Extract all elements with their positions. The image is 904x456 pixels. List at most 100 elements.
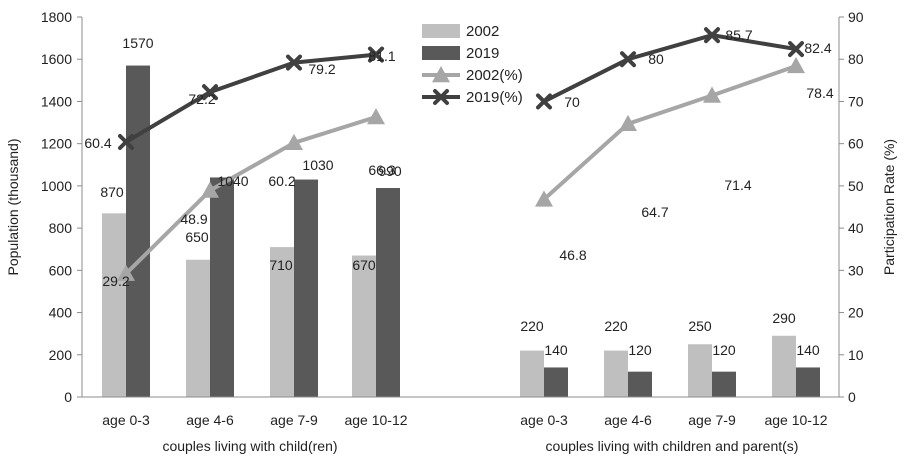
- y-tick-label-left: 1800: [41, 9, 72, 25]
- y-tick-label-left: 1400: [41, 93, 72, 109]
- bars: [102, 65, 820, 398]
- y-tick-label-right: 30: [848, 262, 864, 278]
- line-value-label: 60.2: [268, 173, 295, 189]
- y-tick-label-left: 200: [49, 347, 73, 363]
- x-marker: [118, 133, 134, 150]
- axes: 0 200 400 600 800 1000 1200 1400 1600 1800 0 10 20 30…: [5, 9, 897, 454]
- triangle-marker: [285, 133, 303, 151]
- bar-value-label: 1030: [302, 157, 333, 173]
- line-value-label: 71.4: [724, 177, 751, 193]
- y-tick-label-right: 0: [848, 389, 856, 405]
- bar-value-label: 290: [772, 310, 796, 326]
- bar-value-label: 250: [688, 318, 712, 334]
- triangle-marker: [432, 66, 450, 83]
- line-value-label: 64.7: [641, 204, 668, 220]
- bar-value-label: 1040: [217, 173, 248, 189]
- bar-value-label: 1570: [122, 35, 153, 51]
- y-axis-title-right: Participation Rate (%): [881, 139, 897, 275]
- line-2002(%): [124, 115, 377, 276]
- y-tick-label-right: 90: [848, 9, 864, 25]
- bar-2002: [520, 350, 544, 397]
- line-2019(%): [543, 33, 797, 104]
- line-2019(%): [124, 52, 377, 144]
- triangle-marker: [619, 114, 637, 132]
- bar-2019: [294, 179, 318, 397]
- bar-2002: [102, 213, 126, 397]
- x-tick-label: age 10-12: [764, 412, 827, 428]
- line-value-label: 79.2: [308, 61, 335, 77]
- x-marker: [536, 93, 552, 110]
- line-value-label: 81.1: [368, 48, 395, 64]
- bar-value-label: 140: [796, 342, 820, 358]
- line-value-label: 78.4: [806, 85, 833, 101]
- y-tick-label-right: 10: [848, 347, 864, 363]
- x-tick-label: age 0-3: [102, 412, 150, 428]
- legend-label: 2002(%): [466, 67, 523, 84]
- y-tick-label-left: 800: [49, 220, 73, 236]
- bar-2002: [604, 350, 628, 397]
- y-tick-label-left: 400: [49, 305, 73, 321]
- y-axis-title-left: Population (thousand): [5, 139, 21, 276]
- x-group-label: couples living with children and parent(…: [546, 438, 799, 454]
- x-marker: [704, 27, 720, 44]
- legend: 2002 2019 2002(%) 2019(%): [422, 23, 523, 106]
- line-value-label: 85.7: [725, 27, 752, 43]
- line-value-label: 60.4: [84, 135, 111, 151]
- bar-2002: [270, 247, 294, 397]
- bar-2019: [628, 371, 652, 397]
- y-tick-label-right: 20: [848, 305, 864, 321]
- bar-value-label: 670: [352, 257, 376, 273]
- triangle-marker: [117, 264, 135, 281]
- bar-2019: [376, 188, 400, 397]
- legend-label: 2002: [466, 23, 499, 40]
- line-value-label: 48.9: [180, 211, 207, 227]
- legend-label: 2019(%): [466, 89, 523, 106]
- line-value-label: 80: [648, 51, 664, 67]
- x-marker: [788, 41, 804, 58]
- y-tick-label-right: 70: [848, 93, 864, 109]
- triangle-marker: [787, 56, 805, 74]
- line-value-label: 72.2: [188, 91, 215, 107]
- x-tick-label: age 4-6: [604, 412, 652, 428]
- x-marker: [368, 46, 384, 63]
- x-tick-label: age 4-6: [186, 412, 234, 428]
- bar-2002: [186, 259, 210, 397]
- bar-value-label: 650: [185, 229, 209, 245]
- triangle-marker: [535, 190, 553, 207]
- lines: [117, 27, 805, 281]
- bar-2019: [544, 367, 568, 397]
- bar-value-label: 220: [604, 318, 628, 334]
- bar-2019: [712, 371, 736, 397]
- line-value-label: 66.3: [368, 162, 395, 178]
- bar-2019: [210, 177, 234, 397]
- line-value-label: 82.4: [804, 40, 831, 56]
- triangle-marker: [703, 86, 721, 103]
- data-labels: 870 650 710 670 220 220 250 290 1570 1040 1030 990 1…: [84, 27, 833, 358]
- line-value-label: 70: [564, 94, 580, 110]
- line-2002(%): [542, 64, 797, 201]
- y-tick-label-right: 60: [848, 136, 864, 152]
- bar-value-label: 990: [378, 163, 402, 179]
- line-value-label: 46.8: [559, 247, 586, 263]
- x-tick-label: age 10-12: [344, 412, 407, 428]
- y-tick-label-left: 0: [64, 389, 72, 405]
- y-tick-label-left: 1600: [41, 51, 72, 67]
- legend-label: 2019: [466, 45, 499, 62]
- bar-value-label: 120: [628, 342, 652, 358]
- y-tick-label-left: 1200: [41, 136, 72, 152]
- bar-2019: [126, 65, 150, 398]
- x-tick-label: age 7-9: [688, 412, 736, 428]
- line-value-label: 29.2: [102, 273, 129, 289]
- x-group-label: couples living with child(ren): [162, 438, 337, 454]
- x-tick-label: age 7-9: [270, 412, 318, 428]
- x-marker: [620, 51, 636, 68]
- bar-value-label: 870: [100, 184, 124, 200]
- bar-2002: [688, 344, 712, 397]
- bar-value-label: 710: [269, 257, 293, 273]
- bar-2002: [352, 255, 376, 397]
- triangle-marker: [201, 181, 219, 198]
- bar-2019: [796, 367, 820, 397]
- y-tick-label-left: 1000: [41, 178, 72, 194]
- bar-value-label: 140: [544, 342, 568, 358]
